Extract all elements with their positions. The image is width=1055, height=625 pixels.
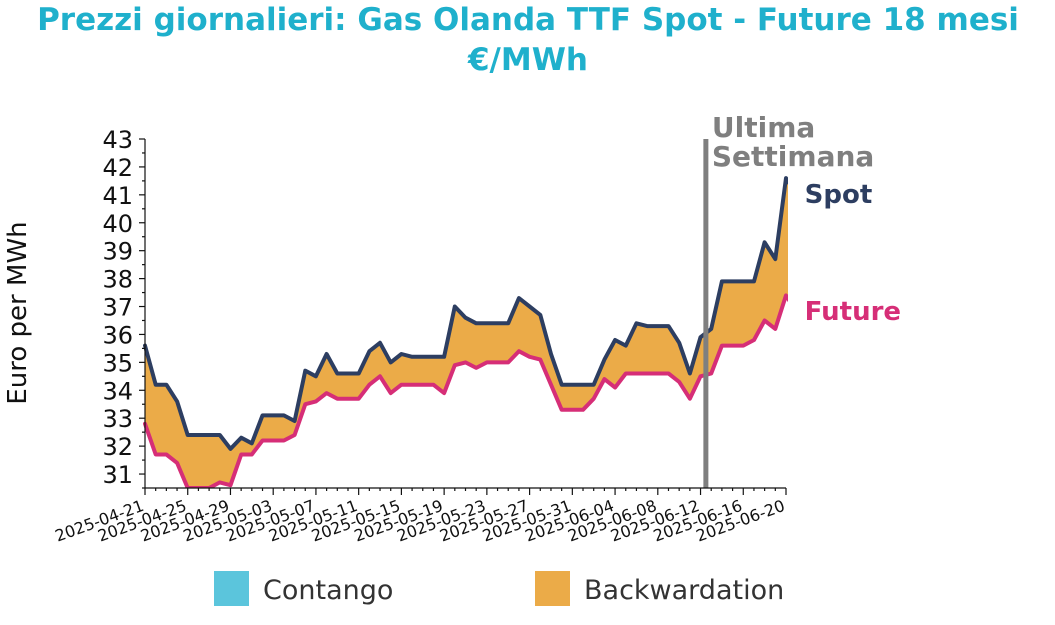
spread-area-layer — [145, 178, 788, 488]
series-label-future: Future — [805, 297, 901, 327]
y-tick-label: 39 — [102, 238, 133, 266]
y-tick-label: 33 — [102, 405, 133, 433]
chart-subtitle: €/MWh — [467, 42, 588, 78]
legend-item-contango: Contango — [214, 571, 393, 606]
legend-label: Contango — [263, 575, 393, 606]
y-tick-label: 41 — [102, 182, 133, 210]
y-tick-label: 31 — [102, 461, 133, 489]
y-axis-label: Euro per MWh — [3, 221, 33, 404]
series-line-spot — [143, 176, 788, 451]
annotation-layer: Ultima Settimana — [703, 111, 874, 488]
y-tick-label: 37 — [102, 294, 133, 322]
y-tick-label: 32 — [102, 433, 133, 461]
legend-swatch — [214, 571, 249, 606]
y-tick-label: 34 — [102, 377, 133, 405]
legend: Contango Backwardation — [214, 571, 784, 606]
y-tick-label: 36 — [102, 321, 133, 349]
last-week-label-line1: Ultima — [712, 111, 815, 144]
series-line-future — [143, 293, 788, 488]
x-ticks: 2025-04-212025-04-252025-04-292025-05-03… — [52, 488, 787, 546]
legend-item-backwardation: Backwardation — [535, 571, 784, 606]
y-tick-label: 35 — [102, 349, 133, 377]
series-label-spot: Spot — [805, 180, 873, 210]
series-labels: Spot Future — [805, 180, 901, 327]
y-tick-label: 40 — [102, 210, 133, 238]
legend-label: Backwardation — [584, 575, 784, 606]
legend-swatch — [535, 571, 570, 606]
chart-title: Prezzi giornalieri: Gas Olanda TTF Spot … — [37, 2, 1019, 38]
y-tick-label: 43 — [102, 126, 133, 154]
last-week-label-line2: Settimana — [712, 140, 874, 173]
series-line-layer — [143, 176, 788, 488]
y-tick-label: 38 — [102, 266, 133, 294]
backwardation-area — [145, 178, 788, 488]
y-tick-label: 42 — [102, 154, 133, 182]
